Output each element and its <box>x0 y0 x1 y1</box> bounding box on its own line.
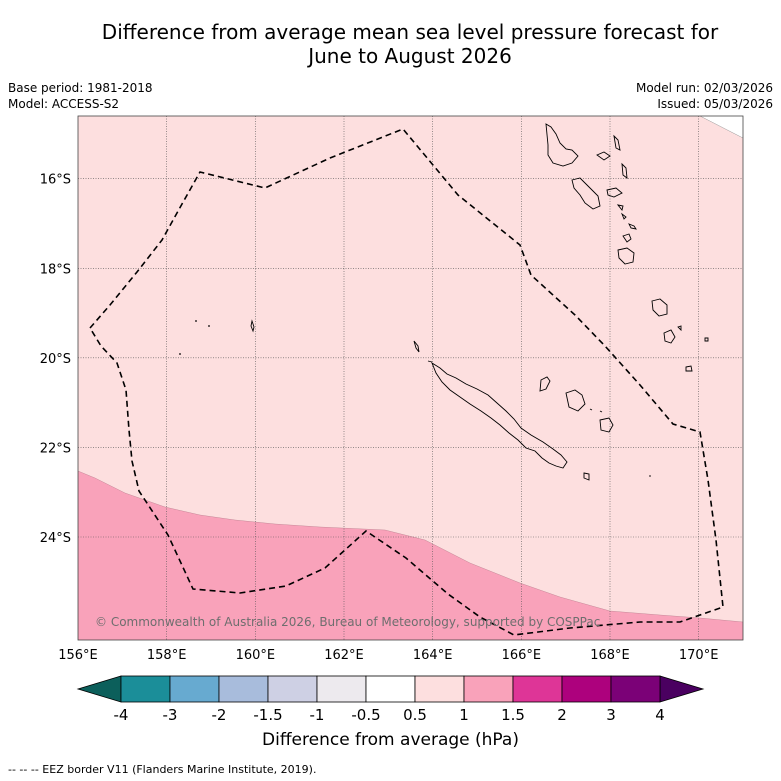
lon-tick-label: 162°E <box>324 648 364 663</box>
belep-islands <box>413 340 420 353</box>
lon-tick-label: 158°E <box>147 648 187 663</box>
isle-of-pines <box>583 472 590 481</box>
colorbar-segment <box>267 675 318 703</box>
colorbar-segment <box>463 675 514 703</box>
colorbar-extend-low <box>76 675 122 703</box>
colorbar-tick-label: -1 <box>310 706 325 724</box>
colorbar-segment <box>218 675 269 703</box>
colorbar-segment <box>316 675 367 703</box>
anomaly-region-light <box>78 116 743 640</box>
futuna-island <box>677 325 682 332</box>
colorbar-segment <box>610 675 661 703</box>
islet <box>208 325 210 327</box>
colorbar: -4 -3 -2 -1.5 -1 -0.5 0.5 1 1.5 2 3 4 <box>76 675 705 724</box>
colorbar-tick-label: -2 <box>212 706 227 724</box>
mare-island <box>599 417 614 433</box>
map-plot-area <box>78 116 743 640</box>
title-line-2: June to August 2026 <box>308 44 512 68</box>
colorbar-segment <box>414 675 465 703</box>
new-caledonia-coast <box>431 361 568 469</box>
anomaly-contour <box>78 470 743 623</box>
colorbar-segment <box>365 675 416 703</box>
ouvea-island <box>539 376 551 392</box>
colorbar-tick-label: -3 <box>163 706 178 724</box>
lat-tick-labels: 16°S 18°S 20°S 22°S 24°S <box>40 173 71 546</box>
gridlines <box>78 116 743 640</box>
colorbar-tick-label: 1 <box>459 706 469 724</box>
meta-right: Model run: 02/03/2026 Issued: 05/03/2026 <box>636 80 773 112</box>
maewo-island <box>613 134 621 151</box>
meta-left: Base period: 1981-2018 Model: ACCESS-S2 <box>8 80 153 112</box>
lat-tick-label: 24°S <box>40 531 71 546</box>
eez-footnote: -- -- -- EEZ border V11 (Flanders Marine… <box>8 763 317 776</box>
matthew-island <box>685 365 693 372</box>
colorbar-segment <box>120 675 171 703</box>
loyalty-islet-1 <box>427 360 433 363</box>
erromango-island <box>617 247 635 265</box>
lifou-island <box>565 389 586 412</box>
issued-date: Issued: 05/03/2026 <box>657 97 773 111</box>
colorbar-tick-label: 0.5 <box>403 706 427 724</box>
minor-islets <box>179 320 210 355</box>
lon-tick-label: 166°E <box>502 648 542 663</box>
colorbar-segment <box>169 675 220 703</box>
lon-tick-label: 156°E <box>58 648 98 663</box>
eez-border <box>89 128 724 636</box>
colorbar-tick-label: 4 <box>655 706 665 724</box>
efate-island <box>622 233 632 243</box>
domain-edge <box>699 116 743 139</box>
ambrym-island <box>606 187 623 198</box>
chart-title: Difference from average mean sea level p… <box>40 20 780 68</box>
model-run: Model run: 02/03/2026 <box>635 81 773 95</box>
model-name: Model: ACCESS-S2 <box>8 97 120 111</box>
malakula-island <box>571 177 601 210</box>
colorbar-tick-label: -0.5 <box>351 706 380 724</box>
islet <box>195 320 197 322</box>
colorbar-tick-label: 3 <box>606 706 616 724</box>
lat-tick-label: 18°S <box>40 262 71 277</box>
lon-tick-label: 164°E <box>413 648 453 663</box>
aneityum-island <box>663 329 676 344</box>
shepherd-islands <box>620 212 637 230</box>
lon-tick-label: 170°E <box>679 648 719 663</box>
aniwa-island <box>704 337 709 342</box>
title-line-1: Difference from average mean sea level p… <box>101 20 719 44</box>
colorbar-tick-label: 1.5 <box>501 706 525 724</box>
islet <box>179 353 181 355</box>
anomaly-region-medium <box>78 471 743 640</box>
lat-tick-label: 16°S <box>40 173 71 188</box>
base-period: Base period: 1981-2018 <box>8 81 153 95</box>
colorbar-label: Difference from average (hPa) <box>262 730 519 750</box>
colorbar-tick-label: -4 <box>114 706 129 724</box>
loyalty-islet-2 <box>589 408 603 413</box>
copyright-text: © Commonwealth of Australia 2026, Bureau… <box>95 615 600 629</box>
chesterfield-reef <box>250 319 255 333</box>
colorbar-tick-label: -1.5 <box>253 706 282 724</box>
pentecost-island <box>621 162 628 179</box>
tanna-island <box>651 298 668 317</box>
colorbar-segment <box>561 675 612 703</box>
lon-tick-label: 168°E <box>590 648 630 663</box>
colorbar-tick-label: 2 <box>557 706 567 724</box>
map-frame <box>77 115 744 641</box>
colorbar-segment <box>512 675 563 703</box>
lon-tick-label: 160°E <box>236 648 276 663</box>
ambae-island <box>596 151 611 161</box>
lat-tick-label: 20°S <box>40 352 71 367</box>
lon-tick-labels: 156°E 158°E 160°E 162°E 164°E 166°E 168°E 170°E <box>58 648 718 663</box>
coastlines <box>250 123 709 481</box>
colorbar-extend-high <box>659 675 705 703</box>
epi-island <box>616 204 624 211</box>
espiritu-santo <box>545 123 579 167</box>
lat-tick-label: 22°S <box>40 441 71 456</box>
